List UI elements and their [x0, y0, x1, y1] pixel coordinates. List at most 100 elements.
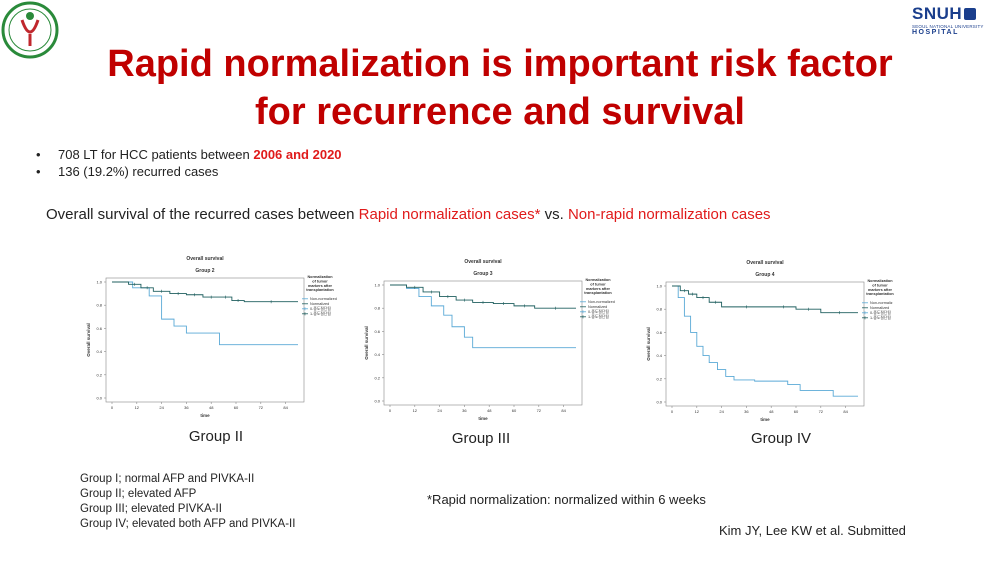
slide-title-line-1: Rapid normalization is important risk fa… — [107, 43, 893, 85]
x-tick-label: 0 — [111, 405, 114, 410]
y-tick-label: 0.4 — [374, 352, 380, 357]
bullet-item: • 136 (19.2%) recurred cases — [36, 163, 342, 180]
chart-title: Overall survival — [746, 260, 784, 266]
y-tick-label: 0.8 — [96, 303, 102, 308]
x-tick-label: 0 — [389, 408, 392, 413]
y-tick-label: 0.2 — [656, 376, 662, 381]
series-line-normalized — [672, 285, 858, 314]
heading-prefix: Overall survival of the recurred cases b… — [46, 206, 359, 223]
legend-title: Normalization of tumor markers after transp… — [866, 279, 894, 296]
y-tick-label: 0.6 — [96, 326, 102, 331]
series-line-non-normalized — [672, 285, 858, 397]
legend-entry: 0-중도절단됨 — [870, 310, 891, 315]
bullet-dot-icon: • — [36, 164, 41, 179]
slide-title: Rapid normalization is important risk fa… — [0, 40, 1000, 136]
plot-frame — [665, 281, 865, 407]
x-tick-label: 24 — [719, 409, 724, 414]
bullet-list: • 708 LT for HCC patients between 2006 a… — [36, 146, 342, 180]
x-tick-label: 24 — [437, 408, 442, 413]
group-definitions: Group I; normal AFP and PIVKA-II Group I… — [80, 472, 295, 532]
chart-subtitle: Group 3 — [473, 271, 492, 277]
x-tick-label: 12 — [695, 409, 700, 414]
slide-title-line-2: for recurrence and survival — [255, 91, 745, 133]
series-line-normalized — [112, 281, 298, 303]
bullet-highlight: 2006 and 2020 — [253, 147, 342, 162]
snuh-logo-text: SNUH — [912, 4, 963, 23]
legend-entry: 0-중도절단됨 — [310, 306, 331, 311]
heading-mid: vs. — [540, 206, 568, 223]
chart-title: Overall survival — [186, 256, 224, 262]
x-axis-label: time — [200, 413, 210, 418]
series-line-non-normalized — [390, 284, 576, 349]
heading-nonrapid: Non-rapid normalization cases — [567, 206, 771, 223]
x-tick-label: 12 — [135, 405, 140, 410]
group-definition: Group III; elevated PIVKA-II — [80, 503, 222, 515]
bullet-text: 708 LT for HCC patients between — [58, 147, 254, 162]
group-label-ii: Group II — [188, 428, 244, 445]
y-axis-label: Overall survival — [86, 323, 91, 357]
snuh-logo: SNUH SEOUL NATIONAL UNIVERSITY HOSPITAL — [912, 4, 998, 40]
y-tick-label: 0.0 — [96, 396, 102, 401]
heading-rapid: Rapid normalization cases* — [358, 206, 541, 223]
y-axis-label: Overall survival — [364, 326, 369, 360]
x-tick-label: 36 — [744, 409, 749, 414]
group-definition: Group IV; elevated both AFP and PIVKA-II — [80, 518, 296, 530]
legend-entry: Normalized — [588, 305, 607, 309]
x-axis-label: time — [478, 416, 488, 421]
series-line-non-normalized — [112, 281, 298, 346]
footnote: *Rapid normalization: normalized within … — [427, 492, 706, 507]
km-chart-group-3: Overall survival Group 3 0.0 0.2 0.4 0.6 0.8 1.… — [364, 259, 615, 421]
x-tick-label: 48 — [487, 408, 492, 413]
x-tick-label: 36 — [184, 405, 189, 410]
x-tick-label: 12 — [413, 408, 418, 413]
chart-section-heading: Overall survival of the recurred cases b… — [46, 206, 771, 223]
x-tick-label: 84 — [561, 408, 566, 413]
km-chart-group-4: Overall survival Group 4 0.0 0.2 0.4 0.6 0.8 1.… — [646, 260, 894, 422]
y-tick-label: 1.0 — [374, 283, 380, 288]
legend-entry: Non-normalized — [310, 297, 337, 301]
y-tick-label: 1.0 — [656, 284, 662, 289]
chart-subtitle: Group 4 — [755, 272, 774, 278]
y-tick-label: 0.6 — [374, 329, 380, 334]
x-tick-label: 48 — [769, 409, 774, 414]
legend-entry: Non-normalized — [588, 300, 615, 304]
y-tick-label: 0.8 — [374, 306, 380, 311]
x-tick-label: 36 — [462, 408, 467, 413]
y-tick-label: 0.8 — [656, 307, 662, 312]
legend-entry: 1-중도절단됨 — [310, 311, 331, 316]
legend-title: Normalization of tumor markers after transp… — [584, 278, 612, 295]
legend-entry: Normalized — [870, 306, 889, 310]
bullet-text: 136 (19.2%) recurred cases — [58, 164, 219, 179]
x-axis-label: time — [760, 417, 770, 422]
x-tick-label: 72 — [819, 409, 824, 414]
y-tick-label: 0.4 — [96, 349, 102, 354]
x-tick-label: 84 — [843, 409, 848, 414]
chart-title: Overall survival — [464, 259, 502, 265]
x-tick-label: 60 — [512, 408, 517, 413]
group-label-iv: Group IV — [750, 430, 812, 447]
bullet-dot-icon: • — [36, 147, 41, 162]
chart-subtitle: Group 2 — [195, 268, 214, 274]
legend-entry: 0-중도절단됨 — [588, 309, 609, 314]
x-tick-label: 72 — [259, 405, 264, 410]
citation: Kim JY, Lee KW et al. Submitted — [719, 523, 906, 538]
y-tick-label: 0.2 — [96, 372, 102, 377]
y-tick-label: 0.0 — [656, 400, 662, 405]
legend-entry: Normalized — [310, 302, 329, 306]
snuh-logo-subtext: SEOUL NATIONAL UNIVERSITY — [912, 24, 984, 29]
plot-frame — [383, 280, 583, 406]
legend-entry: Non-normaliz — [870, 301, 893, 305]
x-tick-label: 84 — [283, 405, 288, 410]
y-tick-label: 0.4 — [656, 353, 662, 358]
y-tick-label: 0.6 — [656, 330, 662, 335]
society-logo-icon — [1, 1, 59, 59]
group-definition: Group I; normal AFP and PIVKA-II — [80, 473, 255, 485]
x-tick-label: 0 — [671, 409, 674, 414]
group-definition: Group II; elevated AFP — [80, 488, 197, 500]
y-axis-label: Overall survival — [646, 327, 651, 361]
legend-title: Normalization of tumor markers after transp… — [306, 275, 334, 292]
y-tick-label: 0.0 — [374, 399, 380, 404]
legend-entry: 1-중도절단됨 — [870, 315, 891, 320]
snuh-logo-hospital: HOSPITAL — [912, 29, 959, 36]
km-chart-group-2: Overall survival Group 2 0.0 0.2 0.4 0.6 0.8 1.… — [86, 256, 337, 418]
